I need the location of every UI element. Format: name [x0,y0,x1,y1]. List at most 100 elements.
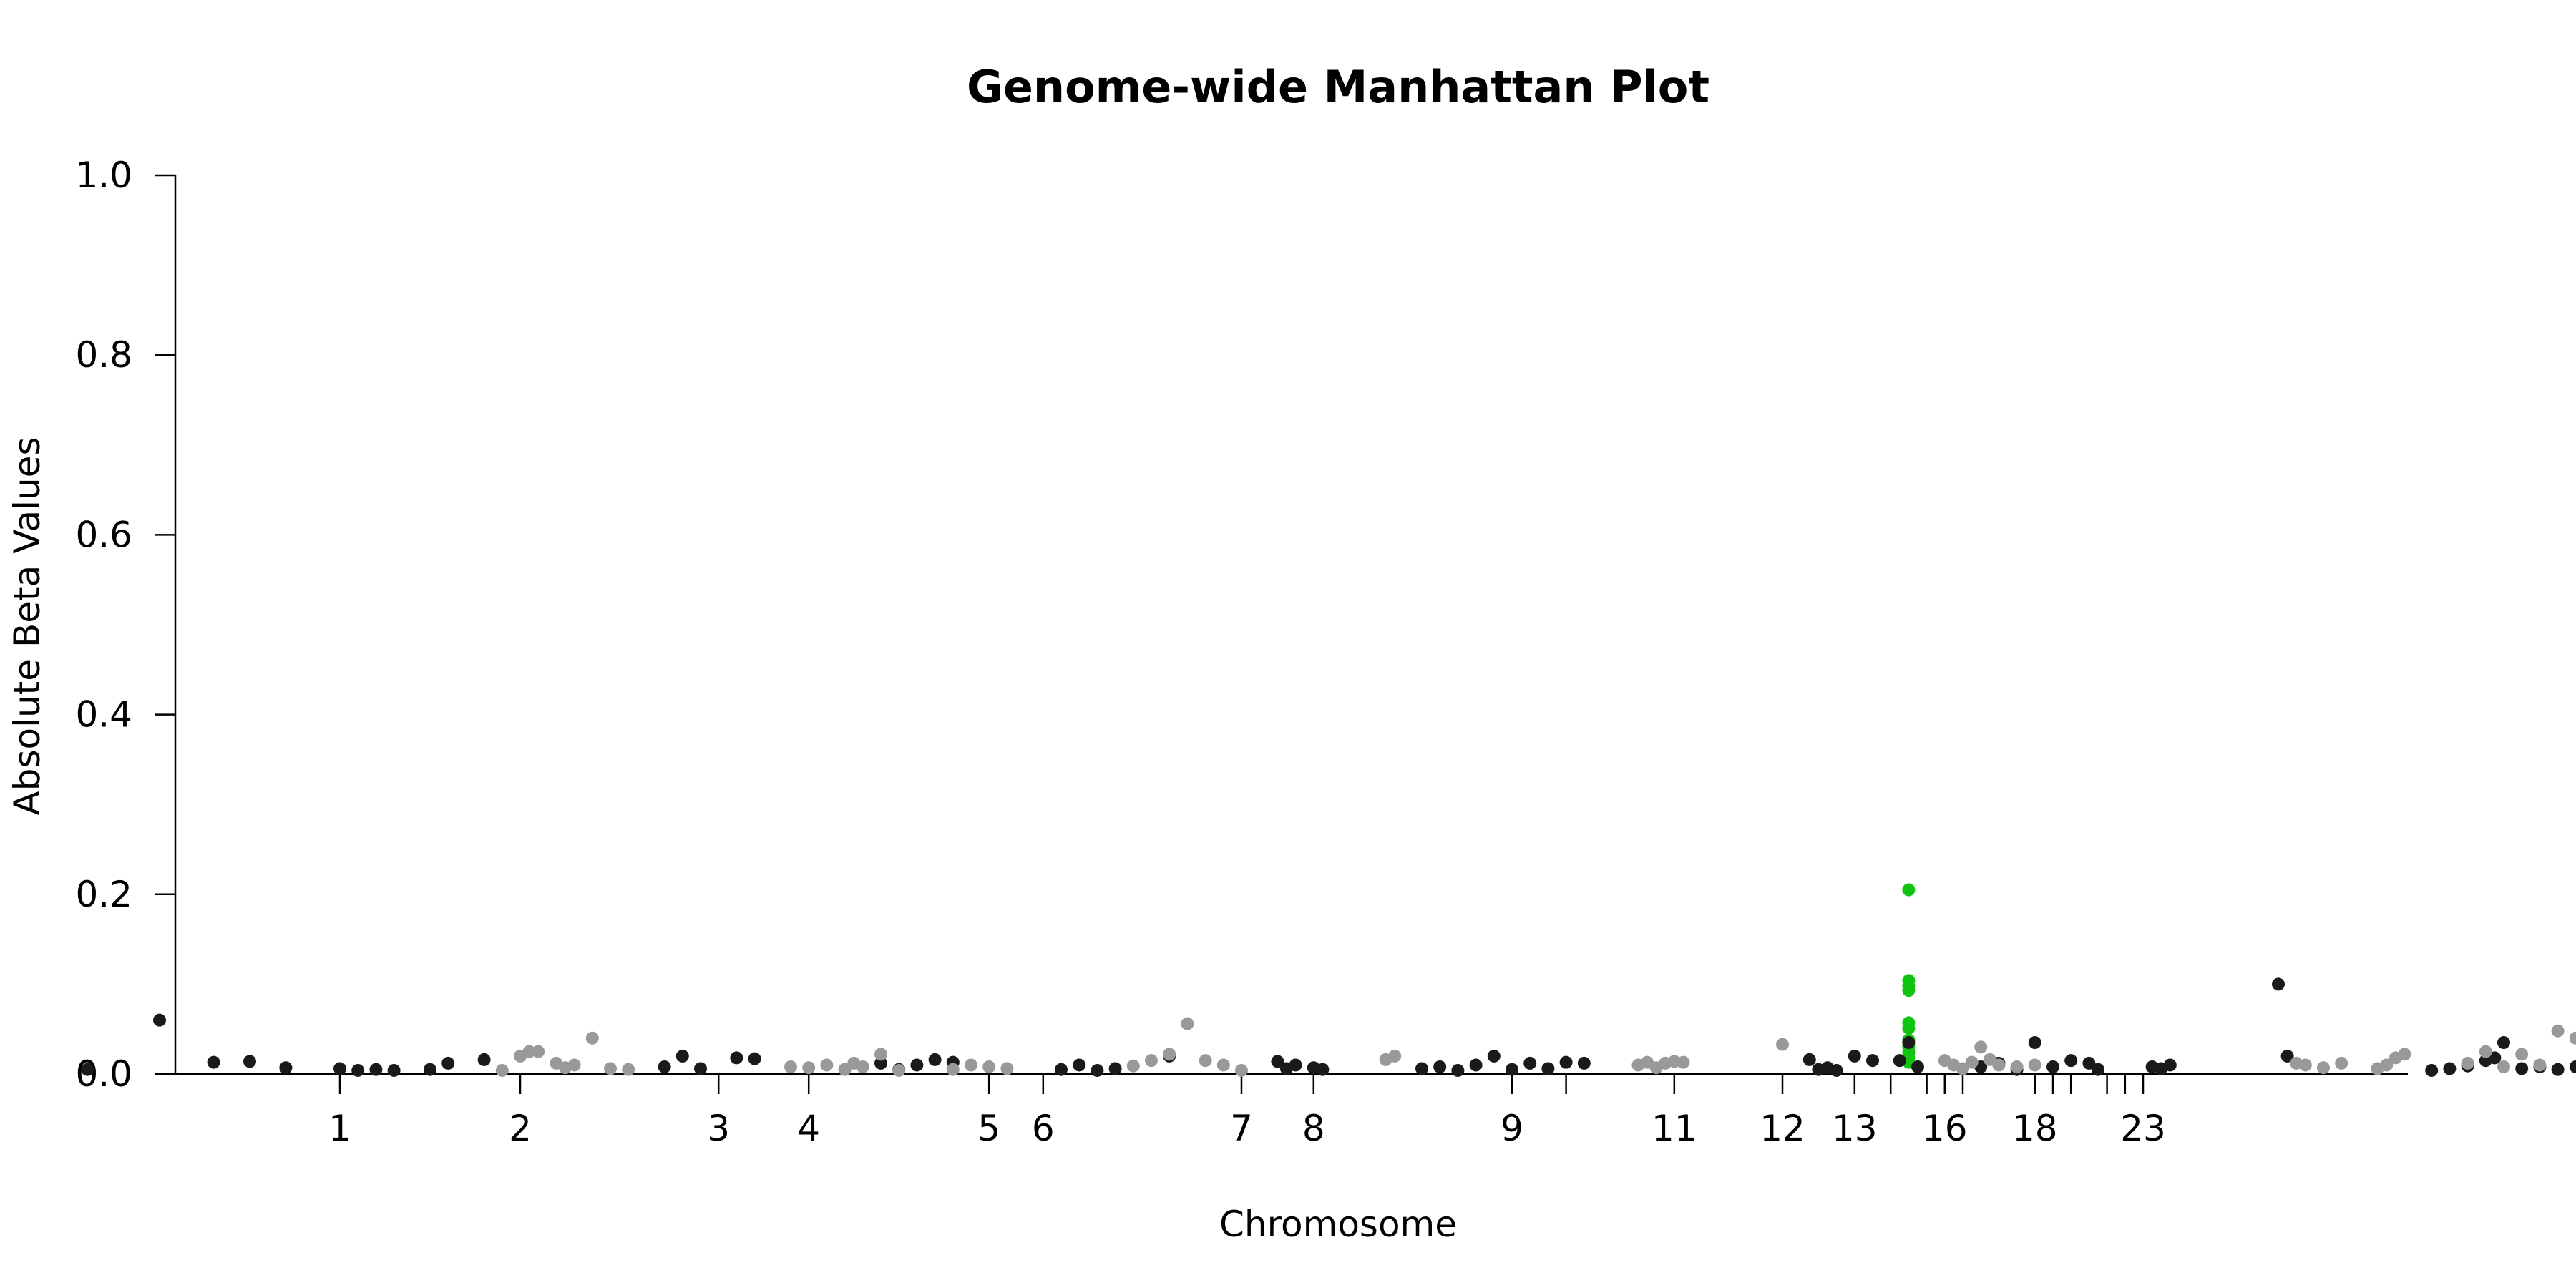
data-point-light [2010,1060,2024,1073]
data-point-dark [2425,1063,2439,1077]
data-point-light [2398,1048,2411,1061]
data-point-dark [1271,1055,1284,1068]
data-point-light [495,1063,509,1077]
data-point-light [1388,1049,1402,1063]
data-point-dark [2443,1062,2457,1075]
data-point-dark [333,1062,346,1075]
x-tick-label-2: 2 [509,1108,532,1149]
data-point-light [1974,1040,1988,1054]
x-axis-title: Chromosome [1219,1204,1457,1245]
data-point-light [2461,1056,2474,1070]
data-point-dark [694,1062,707,1075]
data-point-dark [1433,1060,1447,1073]
x-tick-label-18: 18 [2012,1108,2058,1149]
data-point-light [2298,1058,2312,1072]
data-point-dark [1073,1058,1086,1072]
data-point-light [1216,1058,1230,1072]
data-point-light [2569,1031,2576,1045]
data-point-dark [369,1063,383,1076]
data-point-dark [279,1061,293,1075]
data-point-light [802,1061,816,1075]
data-point-light [1965,1055,1979,1069]
data-point-light [1163,1048,1176,1061]
data-point-dark [1415,1062,1428,1075]
data-points [81,883,2576,1077]
data-point-dark [2569,1060,2576,1073]
x-tick-label-9: 9 [1501,1108,1523,1149]
data-point-light [585,1031,599,1045]
y-axis-title: Absolute Beta Values [6,437,48,816]
data-point-dark [1055,1063,1068,1076]
data-point-dark [2092,1063,2104,1076]
data-point-light [820,1058,834,1072]
data-point-light [1235,1063,1248,1077]
data-point-dark [2028,1036,2041,1050]
data-point-light [2515,1048,2529,1061]
data-point-dark [1830,1063,1843,1077]
data-point-light [2317,1061,2330,1075]
data-point-dark [2082,1056,2096,1070]
data-point-dark [2046,1060,2059,1073]
data-point-light [567,1058,581,1072]
data-point-highlight [1902,1021,1916,1035]
data-point-dark [441,1056,455,1070]
data-point-light [784,1060,797,1073]
data-point-dark [1506,1063,1518,1076]
data-point-dark [153,1013,166,1027]
data-point-dark [2280,1049,2294,1063]
data-point-dark [1108,1062,1122,1075]
data-point-dark [1559,1055,1573,1069]
data-point-light [1181,1017,1194,1030]
data-point-dark [730,1051,743,1065]
data-point-dark [2515,1062,2529,1075]
data-point-light [1126,1059,1140,1073]
x-tick-label-13: 13 [1832,1108,1878,1149]
data-point-light [946,1063,960,1076]
data-point-light [1956,1062,1969,1075]
axes: 0.00.20.40.60.81.01 2 3 4 5 6 7 8 9 11 12 13 16 18 23 [75,155,2408,1149]
data-point-dark [1289,1058,1302,1072]
data-point-dark [1541,1062,1555,1075]
x-tick-label-8: 8 [1302,1108,1325,1149]
data-point-dark [2488,1051,2502,1065]
data-point-dark [658,1060,671,1073]
data-point-light [2533,1058,2547,1072]
y-tick-label: 0.2 [75,874,132,915]
data-point-light [604,1062,617,1075]
y-tick-label: 0.4 [75,694,132,736]
data-point-light [2479,1045,2492,1058]
data-point-dark [2163,1058,2177,1072]
data-point-light [874,1048,887,1061]
data-point-light [2551,1024,2565,1038]
x-tick-label-16: 16 [1922,1108,1968,1149]
data-point-light [856,1060,869,1073]
x-tick-label-7: 7 [1230,1108,1253,1149]
x-tick-label-1: 1 [328,1108,351,1149]
data-point-dark [874,1056,887,1070]
data-point-dark [387,1063,401,1077]
y-tick-label: 0.8 [75,334,132,376]
data-point-dark [81,1063,94,1076]
y-tick-label: 1.0 [75,155,132,196]
x-tick-label-11: 11 [1652,1108,1697,1149]
data-point-dark [928,1053,942,1066]
data-point-dark [1902,1036,1916,1050]
data-point-dark [424,1063,436,1076]
data-point-light [1145,1054,1158,1068]
data-point-dark [1523,1056,1537,1070]
x-tick-label-6: 6 [1032,1108,1055,1149]
data-point-dark [1469,1058,1483,1072]
data-point-dark [1091,1063,1104,1077]
x-tick-label-12: 12 [1760,1108,1805,1149]
x-tick-label-23: 23 [2120,1108,2166,1149]
data-point-dark [1911,1060,1924,1073]
data-point-light [522,1045,536,1058]
data-point-dark [1893,1054,1906,1068]
data-point-dark [2497,1036,2510,1050]
data-point-dark [2272,977,2285,991]
data-point-dark [2551,1063,2565,1076]
data-point-dark [1577,1056,1591,1070]
data-point-light [892,1063,906,1077]
